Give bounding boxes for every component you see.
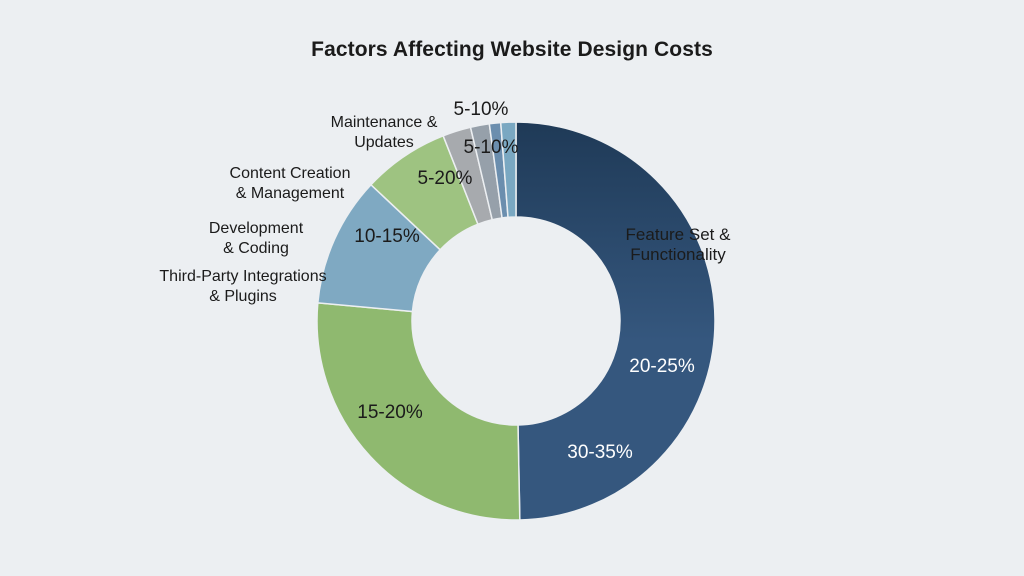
chart-title: Factors Affecting Website Design Costs (311, 38, 713, 61)
category-label-2-line-0: Content Creation (230, 165, 351, 182)
category-label-1-line-0: Maintenance & (331, 114, 438, 131)
extra-value-label-2: 5-10% (464, 137, 519, 158)
value-label-3: 5-20% (418, 168, 473, 189)
extra-value-label-1: 5-10% (454, 99, 509, 120)
category-label-3-line-0: Development (209, 220, 304, 237)
slice-1 (316, 302, 521, 521)
category-label-0-line-0: Feature Set & (626, 225, 732, 244)
category-label-3-line-1: & Coding (223, 240, 289, 257)
category-label-0-line-1: Functionality (630, 245, 726, 264)
extra-value-label-0: 20-25% (629, 356, 695, 377)
value-label-0: 30-35% (567, 442, 633, 463)
category-label-2-line-1: & Management (236, 185, 345, 202)
label-group: 30-35% 15-20% 10-15% 5-20% 20-25% 5-10% 5-10% F… (159, 99, 731, 463)
category-label-1-line-1: Updates (354, 134, 414, 151)
category-label-4-line-1: & Plugins (209, 288, 277, 305)
value-label-2: 10-15% (354, 226, 420, 247)
slice-0 (515, 121, 716, 521)
value-label-1: 15-20% (357, 402, 423, 423)
category-label-4-line-0: Third-Party Integrations (159, 268, 326, 285)
slice-7 (499, 121, 517, 219)
slice-group (316, 121, 716, 521)
